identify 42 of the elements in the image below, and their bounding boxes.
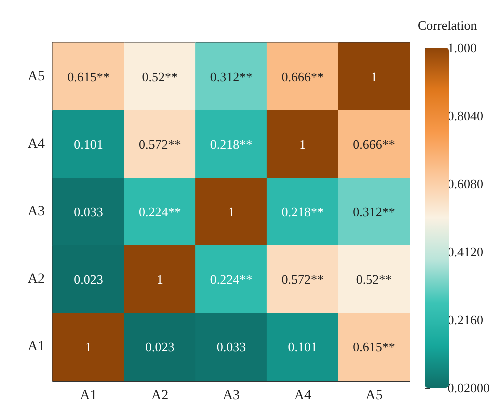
data-label: 0.224** [210,272,253,288]
data-label: 0.224** [138,204,182,220]
x-tick-label: A2 [152,388,169,404]
data-label: 1 [156,272,164,288]
y-tick-label: A3 [28,204,45,220]
data-label: 0.023 [74,272,104,288]
data-label: 1 [371,69,378,84]
color-bar-label: 0.02000 [448,380,490,396]
data-label: 0.033 [216,340,246,355]
x-tick-label: A4 [294,388,312,404]
data-label: 0.101 [288,340,318,355]
data-label: 1 [228,204,235,220]
color-bar-label: 0.6080 [448,176,484,192]
color-bar-label: 1.000 [448,40,477,56]
data-label: 0.023 [145,340,175,355]
y-tick-label: A2 [28,272,45,288]
data-label: 1 [300,136,306,152]
y-tick-label: A5 [28,69,45,84]
data-label: 0.666** [353,136,396,152]
x-tick-label: A3 [222,388,240,404]
data-label: 0.52** [356,272,392,288]
data-label: 0.572** [138,136,182,152]
data-label: 0.312** [210,69,253,84]
data-label: 0.101 [74,136,104,152]
data-label: 0.52** [142,69,178,84]
color-bar-label: 0.4120 [448,244,484,260]
data-label: 0.615** [353,340,396,355]
data-label: 0.666** [282,69,324,84]
legend-title: Correlation [418,18,478,33]
data-label: 0.033 [74,204,104,220]
y-tick-label: A4 [28,136,45,152]
y-tick-label: A1 [28,340,45,355]
color-bar-label: 0.2160 [448,312,484,328]
color-bar-label: 0.8040 [448,108,484,124]
x-tick-label: A5 [366,388,383,404]
data-label: 0.218** [210,136,253,152]
x-tick-label: A1 [80,388,98,404]
data-label: 0.312** [353,204,396,220]
data-label: 0.218** [282,204,324,220]
data-label: 1 [85,340,92,355]
data-label: 0.615** [68,69,110,84]
data-label: 0.572** [282,272,324,288]
